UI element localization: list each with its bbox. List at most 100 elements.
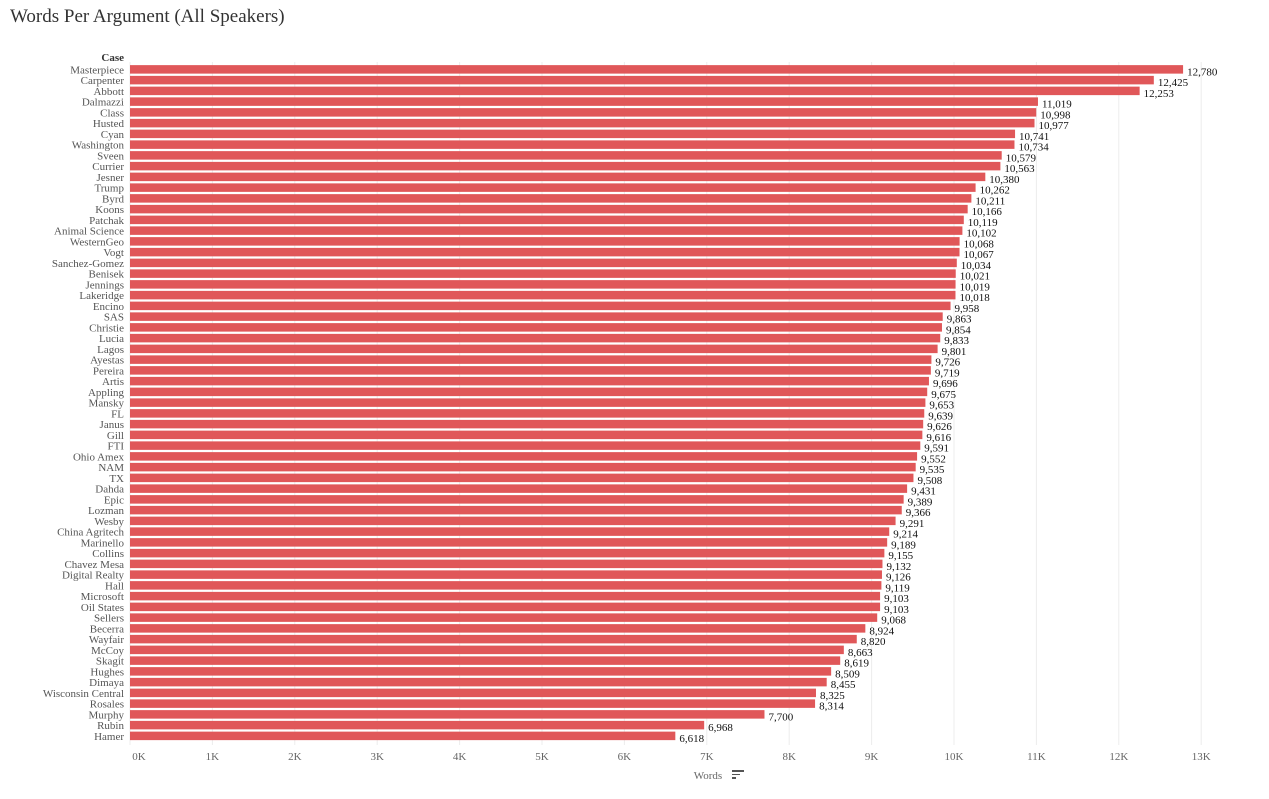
bar[interactable] [130,473,914,483]
bar[interactable] [130,656,841,665]
category-label[interactable]: WesternGeo [70,236,125,248]
category-label[interactable]: Chavez Mesa [64,559,124,571]
bar[interactable] [130,527,890,536]
category-label[interactable]: Masterpiece [70,64,124,76]
category-label[interactable]: Lakeridge [79,290,124,302]
category-label[interactable]: Byrd [102,193,125,205]
category-label[interactable]: TX [109,473,124,485]
category-label[interactable]: Dalmazzi [82,97,124,109]
bar[interactable] [130,312,943,321]
bar[interactable] [130,731,676,741]
bar[interactable] [130,161,1001,171]
category-label[interactable]: Hughes [90,666,124,678]
bar[interactable] [130,452,918,461]
category-label[interactable]: Microsoft [81,591,124,603]
category-label[interactable]: Jennings [86,279,125,291]
category-label[interactable]: Mansky [89,398,125,410]
category-label[interactable]: FTI [108,441,125,453]
category-label[interactable]: Husted [93,118,125,130]
bar[interactable] [130,667,832,676]
bar[interactable] [130,484,908,493]
bar[interactable] [130,441,921,450]
category-label[interactable]: Carpenter [81,75,125,87]
bar[interactable] [130,387,928,397]
category-label[interactable]: Digital Realty [62,570,125,582]
bar[interactable] [130,677,827,687]
bar[interactable] [130,86,1140,96]
category-label[interactable]: Pereira [93,365,124,377]
category-label[interactable]: Lucia [99,333,124,345]
bar[interactable] [130,430,923,440]
bar[interactable] [130,237,960,246]
category-label[interactable]: Encino [93,301,125,313]
bar[interactable] [130,409,925,418]
bar[interactable] [130,151,1002,160]
bar[interactable] [130,505,902,515]
category-label[interactable]: Sanchez-Gomez [52,258,124,270]
category-label[interactable]: SAS [104,312,124,324]
bar[interactable] [130,634,857,644]
category-label[interactable]: Rubin [97,720,124,732]
category-label[interactable]: Wayfair [89,634,124,646]
bar[interactable] [130,333,941,343]
category-label[interactable]: Artis [102,376,124,388]
category-label[interactable]: Marinello [81,537,125,549]
y-axis-title[interactable]: Case [101,52,124,64]
bar[interactable] [130,602,881,612]
bar[interactable] [130,269,956,278]
category-label[interactable]: Wesby [94,516,124,528]
category-label[interactable]: Epic [104,494,124,506]
category-label[interactable]: Hall [105,580,124,592]
bar[interactable] [130,591,881,601]
category-label[interactable]: FL [111,408,124,420]
category-label[interactable]: Lozman [88,505,125,517]
category-label[interactable]: Sveen [97,150,124,162]
category-label[interactable]: NAM [98,462,124,474]
bar[interactable] [130,344,938,354]
category-label[interactable]: Christie [89,322,124,334]
bar[interactable] [130,645,844,655]
bar[interactable] [130,613,878,622]
bar[interactable] [130,118,1035,128]
category-label[interactable]: Jesner [97,172,125,184]
category-label[interactable]: Ohio Amex [73,451,125,463]
bar[interactable] [130,258,957,268]
bar[interactable] [130,204,968,214]
bar[interactable] [130,376,929,386]
category-label[interactable]: Koons [95,204,124,216]
bar[interactable] [130,516,896,526]
category-label[interactable]: Janus [100,419,124,431]
category-label[interactable]: Vogt [103,247,124,259]
bar[interactable] [130,129,1016,139]
category-label[interactable]: Murphy [89,709,125,721]
category-label[interactable]: Gill [107,430,124,442]
bar[interactable] [130,280,956,289]
bar[interactable] [130,570,882,579]
bar[interactable] [130,624,866,633]
bar[interactable] [130,215,964,225]
bar[interactable] [130,140,1015,149]
bar[interactable] [130,495,904,504]
bar[interactable] [130,559,883,569]
category-label[interactable]: Patchak [89,215,124,227]
category-label[interactable]: Currier [92,161,124,173]
category-label[interactable]: Appling [88,387,125,399]
category-label[interactable]: McCoy [91,645,125,657]
bar[interactable] [130,355,932,364]
bar[interactable] [130,699,816,708]
category-label[interactable]: Dimaya [89,677,124,689]
bar[interactable] [130,323,942,332]
bar[interactable] [130,538,888,547]
bar[interactable] [130,183,976,192]
sort-descending-icon[interactable] [732,770,744,782]
bar[interactable] [130,581,882,590]
category-label[interactable]: Trump [94,183,124,195]
bar[interactable] [130,65,1184,74]
category-label[interactable]: Ayestas [90,355,124,367]
bar[interactable] [130,75,1154,85]
category-label[interactable]: Skagit [96,656,124,668]
category-label[interactable]: Washington [72,140,125,152]
category-label[interactable]: Oil States [81,602,124,614]
bar[interactable] [130,366,931,375]
bar[interactable] [130,301,951,311]
